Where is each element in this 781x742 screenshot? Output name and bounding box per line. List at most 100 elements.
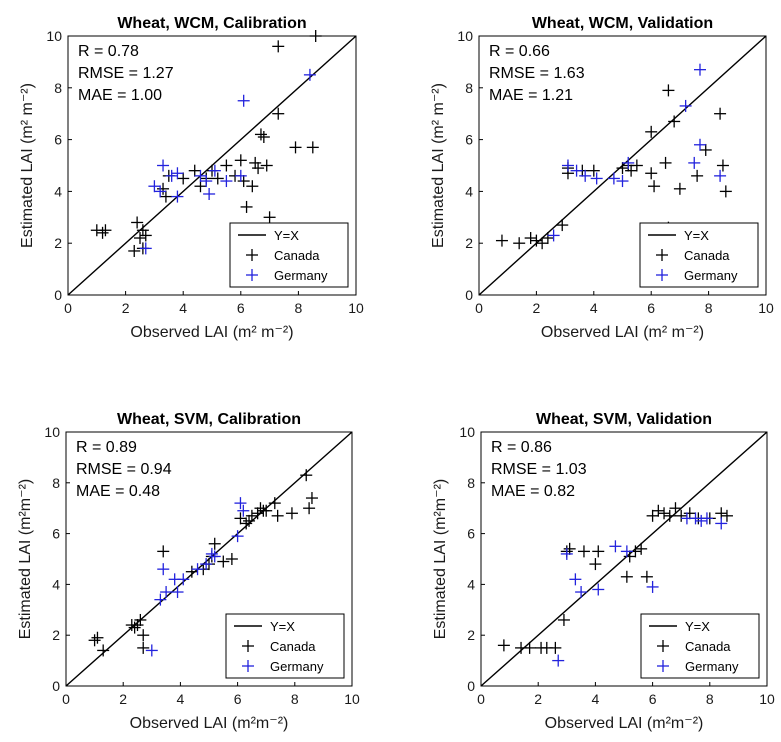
stat-annotation: MAE = 1.21 xyxy=(489,87,573,104)
data-point xyxy=(254,502,267,515)
x-tick-label: 6 xyxy=(647,300,655,316)
data-point xyxy=(237,504,250,517)
legend-label: Canada xyxy=(274,248,320,263)
data-point xyxy=(137,641,150,654)
data-point xyxy=(237,175,250,188)
data-point xyxy=(663,509,676,522)
legend-marker-swatch xyxy=(242,660,254,672)
y-tick-label: 2 xyxy=(52,627,60,643)
data-point xyxy=(691,169,704,182)
data-point xyxy=(592,545,605,558)
data-point xyxy=(200,175,213,188)
y-axis-label: Estimated LAI (m²m⁻²) xyxy=(432,479,449,639)
legend-label: Canada xyxy=(685,639,731,654)
data-point xyxy=(719,185,732,198)
data-point xyxy=(271,509,284,522)
data-point xyxy=(623,550,636,563)
legend-marker-swatch xyxy=(242,640,254,652)
data-point xyxy=(652,504,665,517)
data-point xyxy=(157,159,170,172)
stat-annotation: R = 0.78 xyxy=(78,43,139,60)
series-germany xyxy=(547,63,727,242)
data-point xyxy=(220,159,233,172)
data-point xyxy=(683,507,696,520)
legend: Y=X Canada Germany xyxy=(639,222,759,288)
data-point xyxy=(662,84,675,97)
legend-label: Y=X xyxy=(274,228,299,243)
data-point xyxy=(592,583,605,596)
data-point xyxy=(695,514,708,527)
x-tick-label: 10 xyxy=(759,691,775,707)
stat-annotation: RMSE = 1.63 xyxy=(489,65,585,82)
legend-label: Canada xyxy=(684,248,730,263)
data-point xyxy=(630,159,643,172)
data-point xyxy=(560,547,573,560)
y-tick-label: 8 xyxy=(52,475,60,491)
data-point xyxy=(246,180,259,193)
data-point xyxy=(139,229,152,242)
data-point xyxy=(575,586,588,599)
data-point xyxy=(552,654,565,667)
data-point xyxy=(194,180,207,193)
x-tick-label: 2 xyxy=(119,691,127,707)
plot-area xyxy=(65,431,353,687)
data-point xyxy=(589,558,602,571)
data-point xyxy=(669,502,682,515)
data-point xyxy=(234,512,247,525)
x-tick-label: 10 xyxy=(344,691,360,707)
data-point xyxy=(620,570,633,583)
scatter-panel-4: 00 2 2 4 4 6 6 8 8 10 10 Wheat, SVM, Validation Obse… xyxy=(432,411,775,732)
scatter-panel-2: 00 2 2 4 4 6 6 8 8 10 10 Wheat, WCM, Validation Obse… xyxy=(430,15,774,341)
stat-annotation: MAE = 0.48 xyxy=(76,483,160,500)
x-tick-label: 4 xyxy=(179,300,187,316)
y-tick-label: 6 xyxy=(54,132,62,148)
data-point xyxy=(145,644,158,657)
y-tick-label: 10 xyxy=(44,424,60,440)
y-tick-label: 8 xyxy=(465,80,473,96)
data-point xyxy=(616,175,629,188)
data-point xyxy=(254,128,267,141)
series-germany xyxy=(552,512,728,667)
legend: Y=X Canada Germany xyxy=(229,222,349,288)
scatter-panel-1: 00 2 2 4 4 6 6 8 8 10 10 Wheat, WCM, Calibration Obs… xyxy=(19,15,364,341)
data-point xyxy=(249,156,262,169)
y-tick-label: 4 xyxy=(465,183,473,199)
legend-label: Germany xyxy=(270,659,324,674)
data-point xyxy=(154,593,167,606)
x-tick-label: 0 xyxy=(62,691,70,707)
y-tick-label: 10 xyxy=(459,424,475,440)
y-tick-label: 2 xyxy=(54,235,62,251)
data-point xyxy=(240,517,253,530)
data-point xyxy=(99,224,112,237)
data-point xyxy=(159,190,172,203)
data-point xyxy=(305,492,318,505)
series-canada xyxy=(497,502,733,654)
data-point xyxy=(272,107,285,120)
x-tick-label: 4 xyxy=(592,691,600,707)
chart-title: Wheat, SVM, Calibration xyxy=(117,411,301,428)
data-point xyxy=(171,167,184,180)
data-point xyxy=(171,586,184,599)
data-point xyxy=(673,182,686,195)
x-tick-label: 2 xyxy=(533,300,541,316)
data-point xyxy=(234,154,247,167)
data-point xyxy=(590,172,603,185)
plot-area xyxy=(478,35,767,296)
legend-label: Y=X xyxy=(684,228,709,243)
data-point xyxy=(96,226,109,239)
data-point xyxy=(646,509,659,522)
data-point xyxy=(577,545,590,558)
x-tick-label: 2 xyxy=(534,691,542,707)
data-point xyxy=(541,232,554,245)
data-point xyxy=(240,200,253,213)
data-point xyxy=(675,509,688,522)
data-point xyxy=(616,162,629,175)
data-point xyxy=(148,180,161,193)
data-point xyxy=(513,237,526,250)
data-point xyxy=(237,94,250,107)
x-tick-label: 8 xyxy=(705,300,713,316)
data-point xyxy=(640,570,653,583)
x-tick-label: 6 xyxy=(234,691,242,707)
data-point xyxy=(561,159,574,172)
data-point xyxy=(208,537,221,550)
